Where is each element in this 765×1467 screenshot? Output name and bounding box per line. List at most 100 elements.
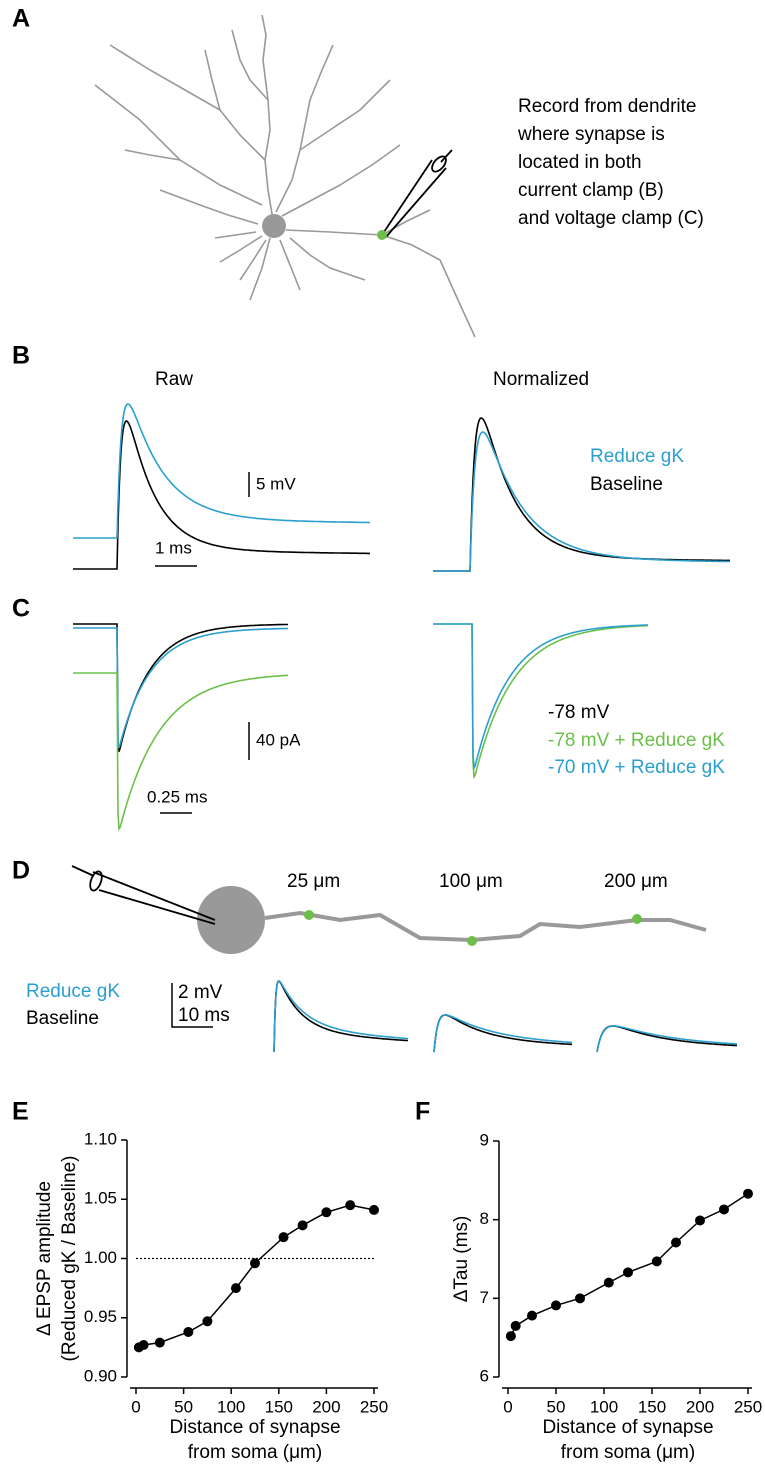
distance-label: 25 μm	[287, 871, 340, 892]
y-tick-label: 0.90	[84, 1366, 117, 1385]
y-axis-label: (Reduced gK / Baseline)	[59, 1156, 80, 1362]
y-tick-label: 9	[480, 1130, 489, 1149]
note: located in both	[518, 152, 642, 173]
trace	[73, 623, 288, 752]
x-axis-label: from soma (μm)	[561, 1442, 695, 1463]
panel-label: F	[415, 1098, 430, 1126]
pipette	[71, 865, 216, 925]
data-point	[510, 1320, 521, 1331]
data-point	[321, 1207, 332, 1218]
data-point	[671, 1237, 681, 1248]
trace	[433, 417, 730, 572]
scale-label: 10 ms	[178, 1005, 230, 1026]
x-axis-label: from soma (μm)	[188, 1442, 322, 1463]
dendrite	[214, 231, 257, 239]
trace	[73, 672, 289, 831]
scale-label: 1 ms	[155, 538, 192, 557]
dendrite	[285, 229, 476, 338]
legend-entry: -78 mV + Reduce gK	[548, 730, 725, 751]
data-point	[603, 1277, 614, 1288]
x-tick-label: 150	[265, 1397, 293, 1416]
x-tick-label: 0	[503, 1397, 512, 1416]
chart: 6 7 8 9 0 50 100 150 200 250 Distance of synapse fr…	[451, 1130, 762, 1463]
neuron	[94, 14, 476, 338]
note: current clamp (B)	[518, 180, 664, 201]
distance-label: 200 μm	[604, 871, 668, 892]
dendrite	[261, 14, 275, 227]
pipette	[381, 149, 453, 238]
legend-entry: Reduce gK	[590, 446, 684, 467]
chart: 0.90 0.95 1.00 1.05 1.10 0 50 100 150 200 250 Dista…	[34, 1129, 388, 1463]
data-point	[369, 1204, 379, 1215]
data-point	[575, 1293, 585, 1304]
x-axis-label: Distance of synapse	[542, 1417, 713, 1438]
x-tick-label: 100	[217, 1397, 245, 1416]
y-tick-label: 6	[480, 1366, 489, 1385]
dendrite	[289, 237, 366, 281]
y-tick-label: 1.10	[84, 1129, 117, 1148]
soma	[262, 214, 286, 238]
data-point	[202, 1316, 213, 1327]
panel-label: C	[12, 595, 30, 623]
x-tick-label: 50	[547, 1397, 566, 1416]
y-tick-label: 1.00	[84, 1248, 117, 1267]
dendrite	[279, 239, 301, 291]
x-tick-label: 200	[686, 1397, 714, 1416]
legend-entry: -78 mV	[548, 702, 610, 723]
y-tick-label: 8	[480, 1209, 489, 1228]
dendrite	[159, 189, 259, 225]
synapse	[377, 230, 387, 240]
subtitle: Raw	[155, 369, 193, 390]
soma	[197, 886, 265, 954]
dendrite	[249, 237, 271, 301]
dendrite	[381, 209, 431, 236]
data-point	[297, 1220, 308, 1231]
y-axis-label: Δ EPSP amplitude	[34, 1181, 55, 1336]
trace	[273, 980, 409, 1053]
x-tick-label: 0	[131, 1397, 140, 1416]
data-point	[278, 1232, 289, 1243]
x-tick-label: 150	[638, 1397, 666, 1416]
dendrite	[281, 144, 401, 217]
dendrite	[109, 44, 221, 111]
data-point	[695, 1215, 705, 1226]
synapse	[467, 936, 477, 946]
x-axis-label: Distance of synapse	[169, 1417, 340, 1438]
trace	[433, 1014, 573, 1053]
data-point	[527, 1310, 537, 1321]
y-tick-label: 0.95	[84, 1307, 117, 1326]
trace	[73, 403, 370, 539]
x-tick-label: 200	[312, 1397, 340, 1416]
data-line	[510, 1193, 749, 1337]
legend-entry: Reduce gK	[26, 981, 120, 1002]
legend-entry: Baseline	[26, 1008, 99, 1029]
trace	[433, 623, 648, 780]
data-point	[623, 1267, 633, 1278]
trace	[433, 1014, 572, 1053]
note: where synapse is	[517, 124, 665, 145]
dendrite	[231, 29, 269, 101]
scale-label: 40 pA	[256, 730, 301, 749]
panel-label: A	[12, 5, 30, 33]
data-point	[345, 1200, 356, 1211]
y-axis-label: ΔTau (ms)	[451, 1216, 472, 1303]
scale-bar	[171, 983, 213, 1028]
distance-label: 100 μm	[439, 871, 503, 892]
dendrite	[124, 149, 181, 161]
trace	[596, 1025, 738, 1053]
synapse	[304, 910, 314, 920]
x-tick-label: 100	[590, 1397, 618, 1416]
data-point	[183, 1326, 194, 1337]
y-tick-label: 7	[480, 1288, 489, 1307]
dendrite	[219, 235, 263, 263]
data-point	[505, 1331, 516, 1342]
x-tick-label: 50	[174, 1397, 193, 1416]
trace	[73, 420, 370, 570]
dendrite	[264, 910, 707, 943]
panel-label: B	[12, 342, 30, 370]
panel-label: E	[12, 1098, 29, 1126]
dendrite	[204, 49, 266, 161]
trace	[273, 980, 409, 1053]
trace	[433, 431, 730, 572]
traces	[73, 403, 738, 1053]
